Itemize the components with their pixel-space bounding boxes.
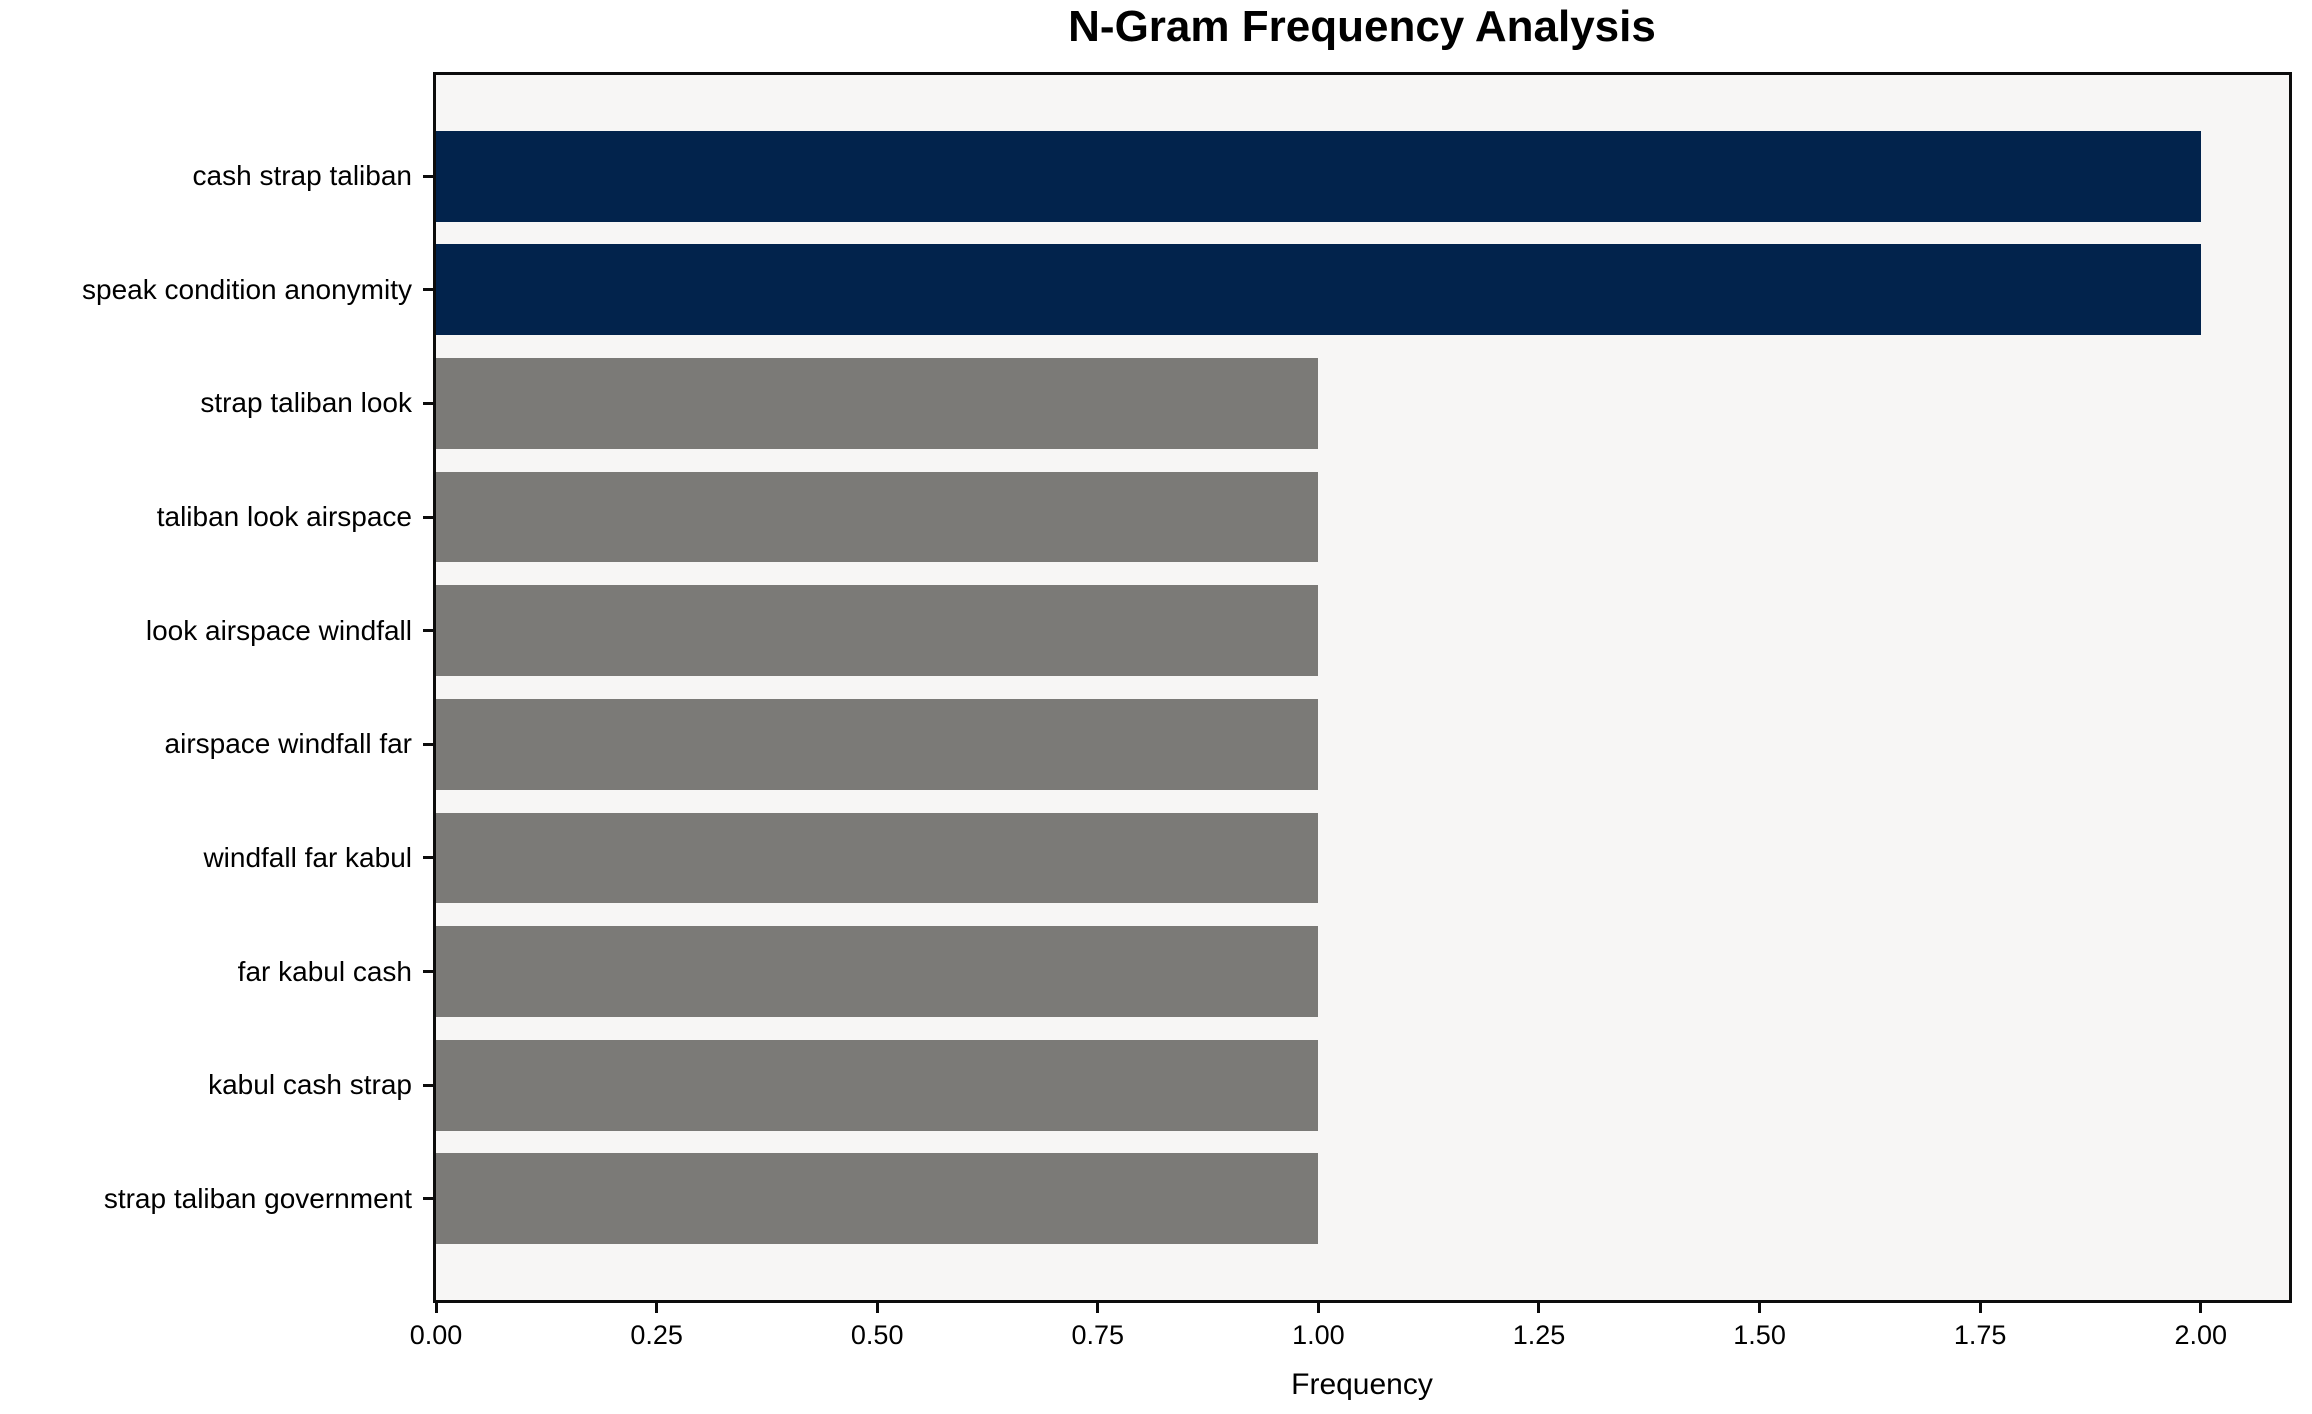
y-tick-mark [423, 970, 434, 974]
y-tick-label: airspace windfall far [164, 728, 412, 760]
bar [436, 812, 1319, 904]
x-tick-label: 0.25 [630, 1320, 683, 1350]
y-tick-label: look airspace windfall [145, 614, 412, 646]
chart-title: N-Gram Frequency Analysis [1068, 2, 1656, 51]
x-tick-label: 0.50 [850, 1320, 904, 1350]
x-tick-label: 0.00 [409, 1320, 463, 1350]
bar [436, 471, 1319, 563]
y-tick-mark [423, 856, 434, 860]
x-tick-mark [655, 1300, 659, 1313]
bar [436, 698, 1319, 790]
bar [436, 1153, 1319, 1245]
bar [436, 244, 2201, 336]
y-tick-mark [423, 515, 434, 519]
x-tick-mark [1096, 1300, 1100, 1313]
x-tick-mark [1537, 1300, 1541, 1313]
x-tick-mark [2199, 1300, 2203, 1313]
x-tick-mark [1978, 1300, 1982, 1313]
x-axis-label: Frequency [1291, 1368, 1433, 1401]
y-tick-mark [423, 629, 434, 633]
y-tick-mark [423, 288, 434, 292]
y-tick-mark [423, 742, 434, 746]
x-tick-label: 1.75 [1953, 1320, 2007, 1350]
x-tick-label: 2.00 [2174, 1320, 2228, 1350]
bar [436, 585, 1319, 677]
y-tick-mark [423, 401, 434, 405]
x-tick-label: 1.25 [1512, 1320, 1566, 1350]
x-tick-label: 0.75 [1071, 1320, 1125, 1350]
x-tick-label: 1.00 [1292, 1320, 1345, 1350]
bar [436, 130, 2201, 222]
x-tick-mark [875, 1300, 879, 1313]
bar [436, 926, 1319, 1018]
y-tick-label: far kabul cash [237, 955, 412, 987]
y-tick-label: speak condition anonymity [82, 273, 412, 305]
y-tick-label: taliban look airspace [156, 501, 412, 533]
x-tick-mark [1758, 1300, 1762, 1313]
y-tick-mark [423, 174, 434, 178]
y-tick-label: strap taliban look [200, 387, 412, 419]
bar [436, 1039, 1319, 1131]
y-tick-label: kabul cash strap [208, 1069, 412, 1101]
y-tick-label: windfall far kabul [203, 841, 412, 873]
bar [436, 357, 1319, 449]
y-tick-mark [423, 1197, 434, 1201]
y-tick-label: strap taliban government [103, 1182, 412, 1214]
x-tick-mark [434, 1300, 438, 1313]
y-tick-mark [423, 1083, 434, 1087]
x-tick-label: 1.50 [1733, 1320, 1786, 1350]
y-tick-label: cash strap taliban [192, 160, 412, 192]
x-tick-mark [1316, 1300, 1320, 1313]
plot-area [433, 72, 2292, 1303]
